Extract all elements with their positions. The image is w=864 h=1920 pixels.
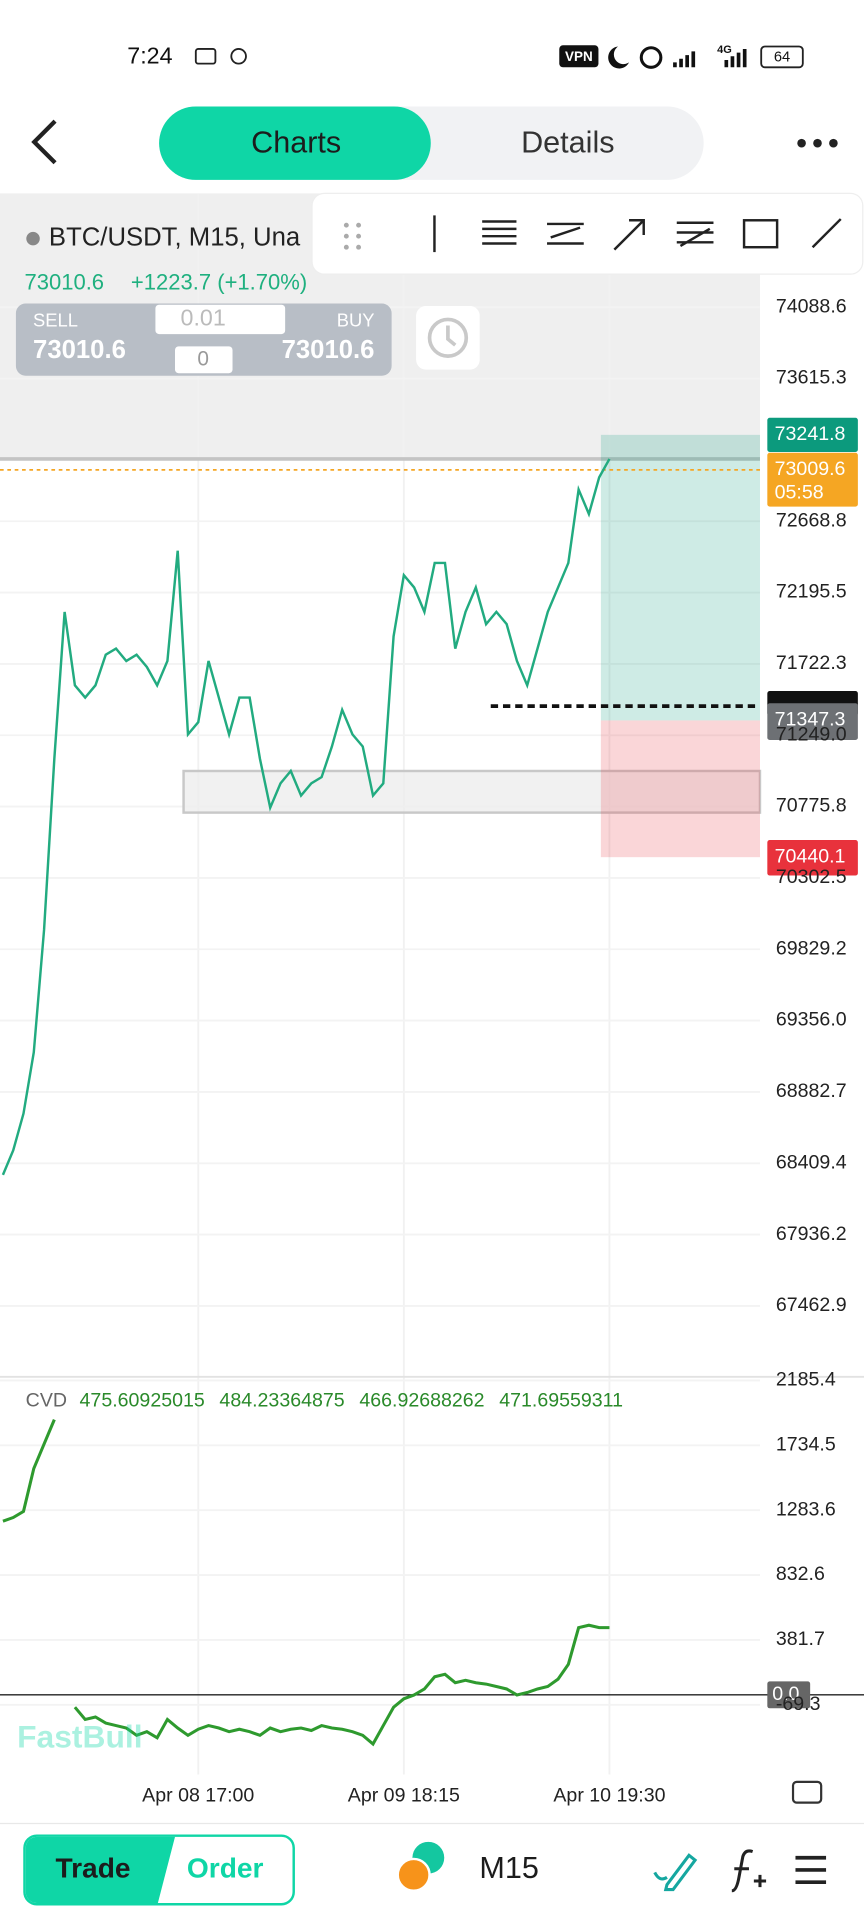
y-tick-label: 70302.5 bbox=[776, 866, 847, 888]
zero-badge-bg bbox=[767, 1681, 811, 1709]
y-tick-label: 1283.6 bbox=[776, 1498, 836, 1520]
trade-panel bbox=[15, 303, 392, 376]
vpn-badge bbox=[559, 45, 599, 68]
back-button[interactable] bbox=[31, 119, 57, 165]
take-profit-badge: 73241.8 bbox=[775, 423, 846, 445]
trade-tab-bg bbox=[25, 1836, 176, 1904]
x-tick-label: Apr 10 19:30 bbox=[553, 1785, 665, 1807]
battery bbox=[760, 45, 804, 69]
vpn-text: VPN bbox=[565, 49, 593, 64]
buy-price[interactable]: 73010.6 bbox=[282, 336, 375, 364]
profit-zone bbox=[600, 434, 760, 721]
last-price-badge: 73009.6 bbox=[775, 458, 846, 480]
timeframe[interactable]: M15 bbox=[479, 1851, 538, 1885]
y-tick-label: 1734.5 bbox=[776, 1433, 836, 1455]
watermark: FastBull bbox=[17, 1718, 142, 1754]
y-tick-label: 68882.7 bbox=[776, 1080, 847, 1102]
y-tick-label: 72195.5 bbox=[776, 581, 847, 603]
battery-text: 64 bbox=[774, 49, 790, 65]
symbol-price: 73010.6 bbox=[24, 270, 104, 295]
y-tick-label: 832.6 bbox=[776, 1563, 825, 1585]
loss-zone bbox=[600, 720, 760, 858]
y-tick-label: 73615.3 bbox=[776, 367, 847, 389]
refresh-icon bbox=[446, 325, 457, 347]
symbol-change: +1223.7 (+1.70%) bbox=[131, 270, 307, 295]
signal-icon bbox=[673, 51, 696, 68]
alarm-icon bbox=[639, 46, 663, 69]
take-profit-badge-bg bbox=[767, 417, 858, 452]
trade-tab[interactable]: Trade bbox=[55, 1852, 130, 1883]
cvd-line bbox=[2, 1419, 610, 1747]
y-tick-label: 72668.8 bbox=[776, 509, 847, 531]
x-tick-label: Apr 09 18:15 bbox=[348, 1785, 460, 1807]
menu-icon[interactable] bbox=[795, 1855, 827, 1885]
entry-badge-bg bbox=[767, 703, 858, 741]
cvd-title: CVD bbox=[26, 1389, 67, 1411]
y-tick-label: 71722.3 bbox=[776, 652, 847, 674]
count-input[interactable] bbox=[175, 346, 233, 374]
y-tick-label: 67936.2 bbox=[776, 1223, 847, 1245]
coin-icon bbox=[396, 1857, 431, 1892]
y-tick-label: 71249.0 bbox=[776, 723, 847, 745]
cvd-readout: 484.23364875 bbox=[219, 1389, 344, 1411]
lot-input[interactable] bbox=[155, 304, 286, 335]
lot-value: 0.01 bbox=[181, 305, 226, 331]
status-dot bbox=[26, 231, 40, 246]
zero-badge: 0.0 bbox=[772, 1683, 799, 1705]
status-icon bbox=[194, 48, 217, 65]
x-tick-label: Apr 08 17:00 bbox=[142, 1785, 254, 1807]
indicator-icon[interactable] bbox=[731, 1849, 767, 1893]
network-text: 4G bbox=[717, 44, 732, 56]
cvd-readout: 466.92688262 bbox=[359, 1389, 484, 1411]
cvd-readout: 471.69559311 bbox=[499, 1389, 623, 1411]
fullscreen-icon[interactable] bbox=[791, 1780, 823, 1804]
draw-tools[interactable] bbox=[433, 215, 842, 253]
sell-price[interactable]: 73010.6 bbox=[33, 336, 126, 364]
entry-badge: 71347.3 bbox=[775, 709, 846, 731]
range-box bbox=[182, 769, 762, 814]
tab-details[interactable]: Details bbox=[521, 125, 614, 159]
refresh-icon bbox=[427, 317, 469, 358]
cvd-readout: 475.60925015 bbox=[80, 1389, 205, 1411]
tab-charts[interactable]: Charts bbox=[251, 125, 341, 159]
stop-loss-badge-bg bbox=[767, 840, 858, 876]
draw-icon[interactable] bbox=[653, 1853, 698, 1892]
status-icon bbox=[230, 48, 247, 65]
draw-toolbar bbox=[311, 192, 864, 275]
last-price-badge-bg bbox=[767, 452, 858, 507]
y-tick-label: 381.7 bbox=[776, 1628, 825, 1650]
y-tick-label: 70775.8 bbox=[776, 795, 847, 817]
moon-icon bbox=[608, 46, 630, 69]
price-line bbox=[1, 458, 611, 1176]
count-value: 0 bbox=[197, 347, 209, 370]
y-tick-label: -69.3 bbox=[776, 1693, 821, 1715]
y-tick-label: 69356.0 bbox=[776, 1009, 847, 1031]
y-tick-label: 74088.6 bbox=[776, 295, 847, 317]
tab-active-pill bbox=[159, 106, 431, 180]
stop-loss-badge: 70440.1 bbox=[775, 845, 846, 867]
drag-handle[interactable] bbox=[343, 222, 362, 250]
y-tick-label: 2185.4 bbox=[776, 1369, 836, 1391]
buy-label[interactable]: BUY bbox=[337, 310, 375, 331]
status-time: 7:24 bbox=[127, 43, 172, 69]
last-price-badge-extra: 05:58 bbox=[775, 481, 824, 503]
more-menu[interactable] bbox=[797, 138, 838, 148]
signal-icon bbox=[724, 48, 747, 68]
y-tick-label: 69829.2 bbox=[776, 937, 847, 959]
y-tick-label: 67462.9 bbox=[776, 1294, 847, 1316]
sell-label[interactable]: SELL bbox=[33, 310, 78, 331]
y-tick-label: 68409.4 bbox=[776, 1151, 847, 1173]
symbol-title: BTC/USDT, M15, Una bbox=[49, 223, 301, 251]
order-tab[interactable]: Order bbox=[187, 1852, 264, 1883]
